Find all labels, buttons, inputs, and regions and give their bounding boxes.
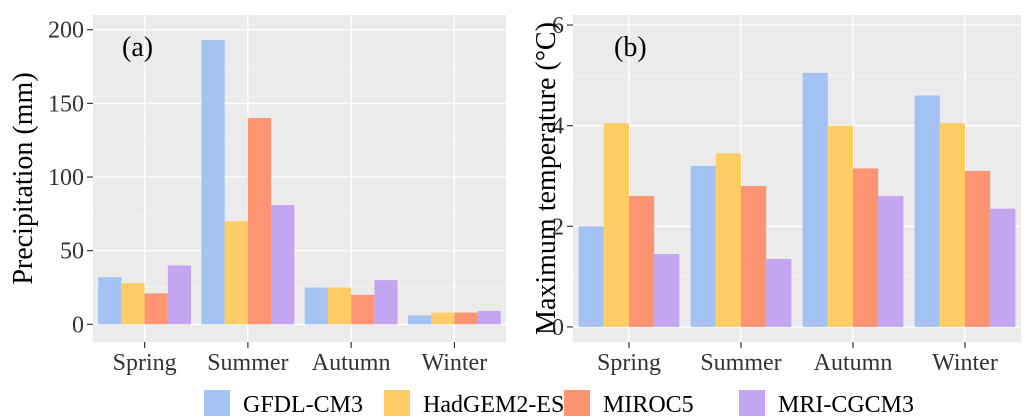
bar-mri-cgcm3-summer (271, 205, 295, 325)
y-tick-label: 0 (552, 315, 564, 341)
bar-hadgem2-es-spring (603, 123, 629, 327)
legend-label-2: HadGEM2-ES (423, 392, 564, 418)
panel-label: (b) (614, 32, 647, 63)
x-tick-label: Autumn (814, 350, 893, 376)
legend-swatch-3 (564, 390, 590, 416)
bar-mri-cgcm3-autumn (878, 196, 904, 327)
bar-hadgem2-es-autumn (827, 125, 853, 327)
y-axis-title: Precipitation (mm) (8, 72, 39, 284)
bar-mri-cgcm3-spring (167, 265, 192, 325)
bar-mri-cgcm3-winter (477, 311, 501, 325)
y-tick-label: 0 (72, 312, 84, 338)
bar-mri-cgcm3-winter (990, 208, 1016, 327)
bar-miroc5-winter (454, 312, 478, 325)
bar-gfdl-cm3-autumn (304, 287, 328, 325)
bar-gfdl-cm3-winter (407, 315, 432, 325)
y-tick-label: 6 (552, 13, 564, 39)
bar-miroc5-winter (965, 170, 991, 327)
y-tick-label: 100 (48, 165, 84, 191)
bar-hadgem2-es-winter (939, 123, 965, 327)
y-tick-label: 150 (48, 91, 84, 117)
bar-miroc5-autumn (853, 168, 879, 327)
x-tick-label: Spring (113, 350, 177, 376)
bar-miroc5-spring (629, 196, 655, 327)
bar-hadgem2-es-winter (431, 312, 455, 325)
y-tick-label: 4 (552, 114, 564, 140)
bar-gfdl-cm3-summer (201, 40, 225, 325)
x-tick-label: Winter (422, 350, 488, 376)
bar-gfdl-cm3-spring (578, 226, 604, 327)
panel-background-1 (93, 15, 506, 342)
bar-mri-cgcm3-autumn (374, 280, 398, 325)
x-tick-label: Winter (932, 350, 998, 376)
x-tick-label: Summer (207, 350, 288, 376)
legend-label-1: GFDL-CM3 (243, 392, 363, 418)
y-tick-label: 2 (552, 214, 564, 240)
bar-gfdl-cm3-summer (690, 165, 716, 327)
bar-gfdl-cm3-spring (98, 277, 122, 325)
bar-hadgem2-es-spring (121, 283, 145, 325)
legend-swatch-1 (204, 390, 230, 416)
legend-swatch-2 (384, 390, 410, 416)
legend-label-4: MRI-CGCM3 (778, 392, 914, 418)
legend-label-3: MIROC5 (603, 392, 694, 418)
bar-miroc5-summer (247, 118, 272, 325)
bar-hadgem2-es-summer (715, 153, 741, 327)
x-tick-label: Spring (597, 350, 661, 376)
y-tick-label: 200 (48, 18, 84, 44)
y-axis-title: Maximum temperature (°C) (531, 22, 562, 335)
bar-gfdl-cm3-autumn (802, 72, 828, 327)
bar-mri-cgcm3-summer (766, 258, 792, 327)
panel-label: (a) (122, 32, 153, 63)
bar-miroc5-autumn (351, 294, 375, 325)
y-tick-label: 50 (60, 239, 84, 265)
x-tick-label: Autumn (312, 350, 391, 376)
bar-hadgem2-es-summer (224, 221, 248, 325)
bar-miroc5-spring (144, 293, 168, 325)
legend-swatch-4 (739, 390, 765, 416)
bar-gfdl-cm3-winter (914, 95, 940, 327)
bar-hadgem2-es-autumn (327, 287, 352, 325)
x-tick-label: Summer (700, 350, 781, 376)
bar-mri-cgcm3-spring (654, 253, 680, 327)
bar-miroc5-summer (741, 186, 767, 327)
